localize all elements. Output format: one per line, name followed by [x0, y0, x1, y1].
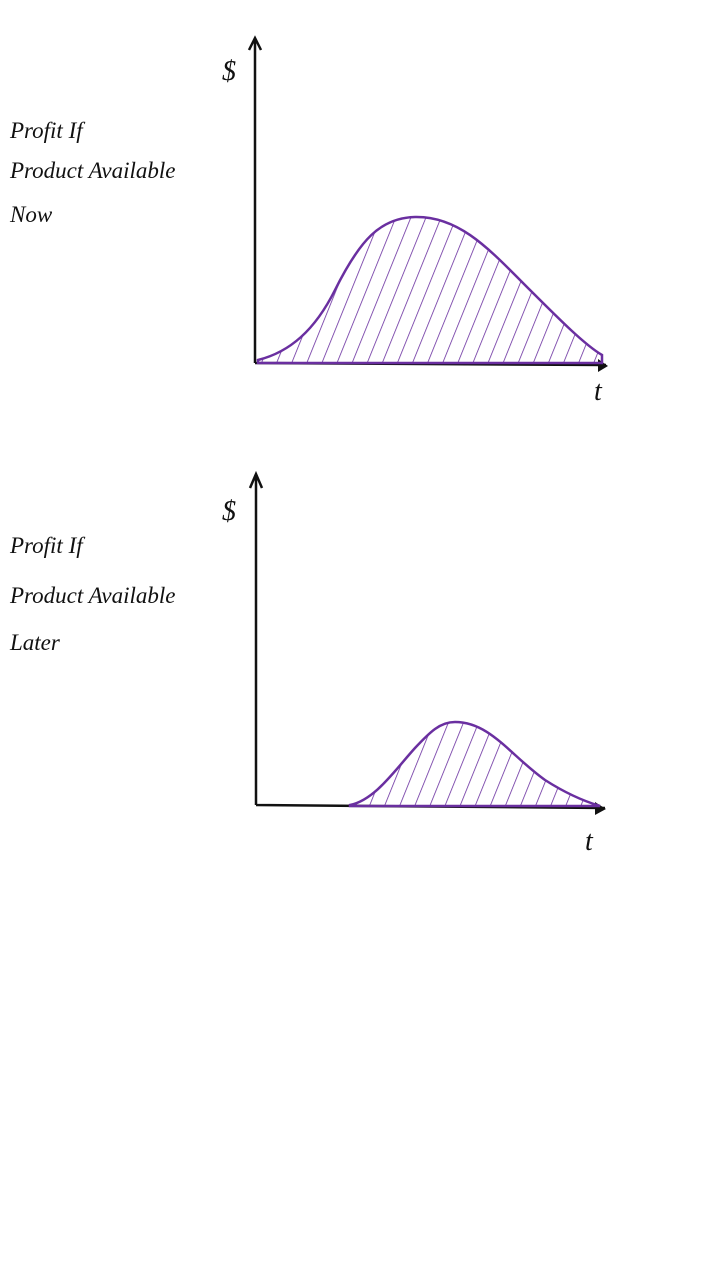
panel-label: Product Available	[9, 583, 175, 608]
x-axis-label: t	[585, 826, 594, 857]
y-axis-label: $	[222, 56, 236, 87]
profit-curve	[348, 720, 601, 808]
panel-label: Now	[9, 202, 53, 227]
panel-label: Profit If	[9, 118, 86, 143]
panel-label: Product Available	[9, 158, 175, 183]
x-axis-label: t	[594, 376, 603, 407]
profit-curve	[256, 215, 604, 365]
panel-label: Later	[9, 630, 61, 655]
panel-label: Profit If	[9, 533, 86, 558]
panel-later: Profit If Product Available Later $ t	[9, 470, 606, 857]
panel-now: Profit If Product Available Now $ t	[9, 35, 608, 407]
y-axis-label: $	[222, 496, 236, 527]
